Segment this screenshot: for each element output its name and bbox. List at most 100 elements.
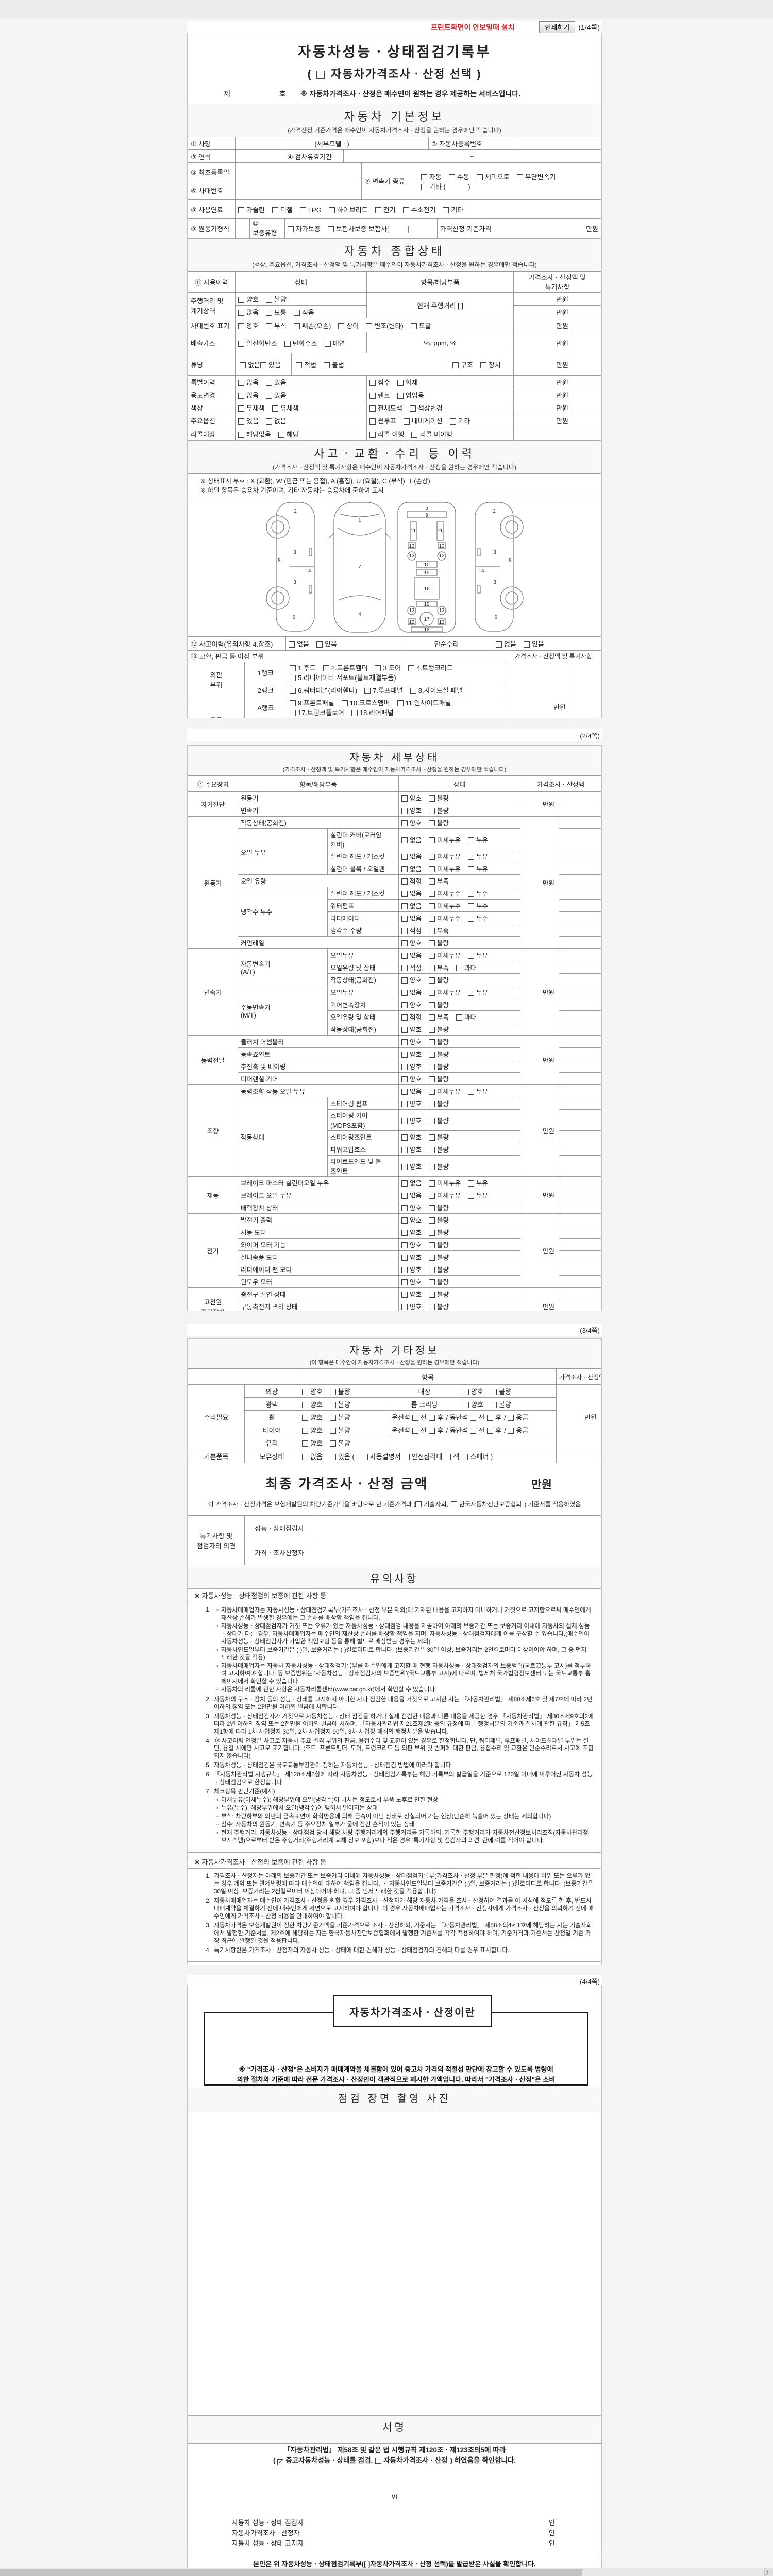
checkbox[interactable] xyxy=(401,1304,408,1310)
checkbox[interactable] xyxy=(401,1242,408,1248)
checkbox[interactable] xyxy=(403,1453,410,1460)
checkbox[interactable] xyxy=(429,916,435,922)
checkbox[interactable] xyxy=(401,878,408,885)
checkbox[interactable] xyxy=(429,1052,435,1058)
checkbox[interactable] xyxy=(401,795,408,802)
checkbox[interactable] xyxy=(487,1427,494,1434)
checkbox[interactable] xyxy=(272,207,278,213)
checkbox[interactable] xyxy=(429,1267,435,1273)
checkbox[interactable] xyxy=(369,405,376,412)
checkbox[interactable] xyxy=(401,1217,408,1224)
checkbox[interactable] xyxy=(468,854,475,860)
checkbox[interactable] xyxy=(468,1089,475,1095)
checkbox[interactable] xyxy=(429,928,435,934)
checkbox[interactable] xyxy=(238,405,244,412)
checkbox[interactable] xyxy=(429,1427,435,1434)
checkbox[interactable] xyxy=(401,1076,408,1082)
checkbox[interactable] xyxy=(238,309,244,316)
checkbox[interactable] xyxy=(429,1064,435,1070)
checkbox[interactable] xyxy=(329,1414,336,1421)
checkbox[interactable] xyxy=(401,1230,408,1236)
checkbox[interactable] xyxy=(401,866,408,872)
checkbox[interactable] xyxy=(284,340,291,347)
checkbox[interactable] xyxy=(401,1205,408,1211)
checkbox[interactable] xyxy=(265,418,272,425)
checkbox[interactable] xyxy=(429,1089,435,1095)
checkbox[interactable] xyxy=(341,700,348,707)
checkbox[interactable] xyxy=(429,1279,435,1285)
checkbox[interactable] xyxy=(516,174,523,180)
checkbox[interactable] xyxy=(401,990,408,996)
checkbox[interactable] xyxy=(409,405,416,412)
checkbox[interactable] xyxy=(429,1163,435,1170)
checkbox[interactable] xyxy=(401,1101,408,1107)
checkbox[interactable] xyxy=(429,953,435,959)
checkbox[interactable] xyxy=(429,977,435,984)
checkbox[interactable] xyxy=(361,1453,368,1460)
checkbox[interactable] xyxy=(323,665,329,672)
checkbox[interactable] xyxy=(364,687,371,694)
checkbox[interactable] xyxy=(323,362,330,368)
checkbox[interactable] xyxy=(265,296,272,303)
checkbox[interactable] xyxy=(329,1453,336,1460)
checkbox[interactable] xyxy=(429,1014,435,1021)
checkbox[interactable] xyxy=(238,392,244,399)
price-survey-select-checkbox[interactable] xyxy=(316,71,325,79)
checkbox[interactable] xyxy=(401,1180,408,1187)
checkbox[interactable] xyxy=(401,1267,408,1273)
print-button[interactable]: 인쇄하기 xyxy=(539,21,576,33)
checkbox[interactable] xyxy=(429,965,435,971)
checkbox[interactable] xyxy=(290,665,296,672)
checkbox[interactable] xyxy=(468,953,475,959)
checkbox[interactable] xyxy=(238,379,244,386)
checkbox[interactable] xyxy=(272,405,278,412)
checkbox[interactable] xyxy=(401,854,408,860)
checkbox[interactable] xyxy=(411,431,418,438)
checkbox[interactable] xyxy=(429,990,435,996)
checkbox[interactable] xyxy=(260,362,266,368)
checkbox[interactable] xyxy=(328,207,335,213)
checkbox[interactable] xyxy=(238,296,244,303)
checkbox[interactable] xyxy=(329,1440,336,1447)
checkbox[interactable] xyxy=(238,431,244,438)
checkbox[interactable] xyxy=(302,1414,308,1421)
checkbox[interactable] xyxy=(412,1427,418,1434)
checkbox[interactable] xyxy=(429,1101,435,1107)
checkbox[interactable] xyxy=(401,808,408,814)
checkbox[interactable] xyxy=(302,1388,308,1395)
scrollbar-thumb[interactable] xyxy=(0,2569,582,2576)
checkbox[interactable] xyxy=(327,226,334,232)
checkbox[interactable] xyxy=(401,1255,408,1261)
checkbox[interactable] xyxy=(496,641,502,648)
checkbox[interactable] xyxy=(402,207,409,213)
checkbox[interactable] xyxy=(468,903,475,909)
checkbox[interactable] xyxy=(429,1230,435,1236)
checkbox[interactable] xyxy=(238,207,244,213)
checkbox[interactable] xyxy=(429,940,435,946)
checkbox[interactable] xyxy=(324,340,331,347)
checkbox[interactable] xyxy=(401,1117,408,1124)
checkbox[interactable] xyxy=(401,891,408,897)
checkbox[interactable] xyxy=(429,1117,435,1124)
checkbox[interactable] xyxy=(448,174,455,180)
checkbox[interactable] xyxy=(463,1401,469,1408)
checkbox[interactable] xyxy=(401,965,408,971)
checkbox[interactable] xyxy=(429,1027,435,1033)
checkbox[interactable] xyxy=(289,641,295,648)
checkbox[interactable] xyxy=(410,323,417,329)
checkbox[interactable] xyxy=(468,1193,475,1199)
checkbox[interactable] xyxy=(429,1039,435,1045)
checkbox[interactable] xyxy=(429,1147,435,1153)
checkbox[interactable] xyxy=(302,1453,308,1460)
checkbox[interactable] xyxy=(429,1217,435,1224)
checkbox[interactable] xyxy=(290,687,296,694)
checkbox[interactable] xyxy=(401,837,408,843)
checkbox[interactable] xyxy=(429,1304,435,1310)
checkbox[interactable] xyxy=(401,928,408,934)
checkbox[interactable] xyxy=(410,687,416,694)
checkbox[interactable] xyxy=(445,1453,451,1460)
checkbox[interactable] xyxy=(401,1163,408,1170)
checkbox[interactable] xyxy=(462,1453,468,1460)
checkbox[interactable] xyxy=(490,1388,497,1395)
checkbox[interactable]: ✓ xyxy=(277,2459,284,2466)
